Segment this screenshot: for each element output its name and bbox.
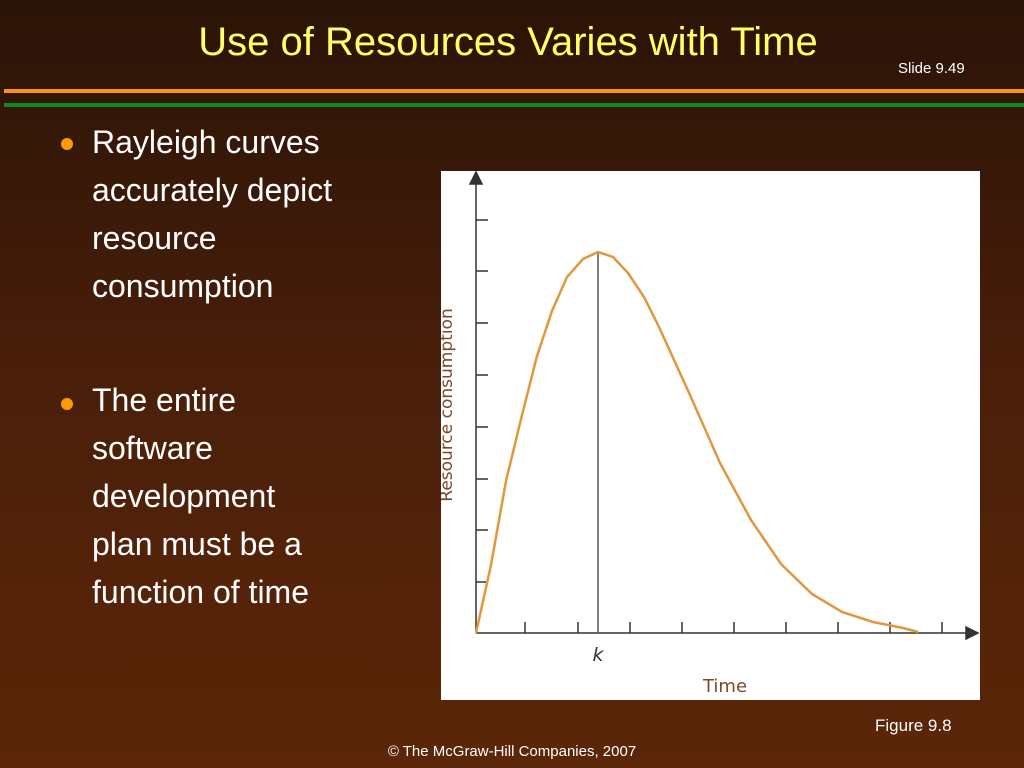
bullet-dot: [61, 398, 73, 410]
bullet-line: function of time: [92, 574, 309, 610]
bullet: The entire software development plan must b…: [92, 376, 309, 616]
figure-caption: Figure 9.8: [875, 716, 952, 735]
rayleigh-curve: [474, 250, 919, 634]
divider: [4, 103, 1024, 107]
bullet-line: Rayleigh curves: [92, 124, 320, 160]
figure-background: [441, 171, 980, 700]
bullet-line: accurately depict: [92, 172, 333, 208]
bullet-line: software: [92, 430, 213, 466]
axes: [468, 171, 980, 641]
slide-number: Slide 9.49: [898, 60, 965, 77]
figure: Resource consumption Time k: [441, 171, 980, 700]
footer: © The McGraw-Hill Companies, 2007: [387, 743, 637, 760]
peak-marker-label: k: [592, 644, 604, 666]
y-axis-label: Resource consumption: [441, 308, 457, 501]
slide-title: Use of Resources Varies with Time: [198, 20, 818, 64]
bullet-line: consumption: [92, 268, 274, 304]
bullet-line: The entire: [92, 382, 237, 418]
bullet-line: development: [92, 478, 276, 514]
divider: [4, 89, 1024, 93]
x-axis-label: Time: [702, 676, 747, 697]
bullet: Rayleigh curves accurately depict resource…: [92, 118, 332, 310]
bullet-line: resource: [92, 220, 217, 256]
bullet-dot: [61, 138, 73, 150]
bullet-line: plan must be a: [92, 526, 302, 562]
